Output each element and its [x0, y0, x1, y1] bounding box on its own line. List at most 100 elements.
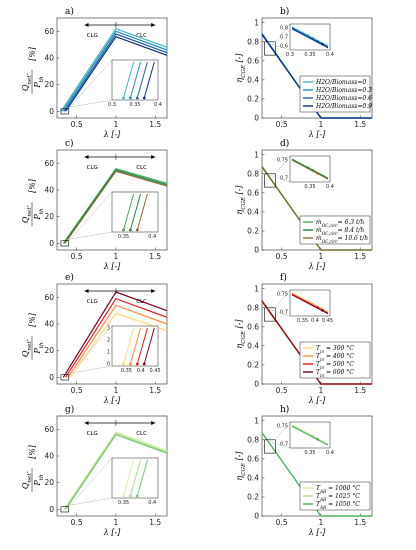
inset-series-line: [136, 61, 148, 99]
region-arrow-right-head: [151, 289, 156, 293]
y-tick-label: 1: [254, 284, 259, 293]
inset-x-tick-label: 0.35: [304, 52, 315, 58]
x-axis-label: λ [-]: [308, 130, 326, 139]
zoom-box: [60, 240, 70, 247]
y-tick-label: 40: [44, 186, 54, 195]
y-tick-label: 0.6: [247, 322, 259, 331]
y-axis-label-top: Qnet.: [21, 339, 33, 357]
y-tick-label: 60: [44, 293, 54, 302]
region-label-clg: CLG: [87, 165, 98, 171]
y-axis-label: ηCGE [-]: [235, 53, 247, 83]
inset-marker: [129, 96, 132, 100]
y-tick-label: 0.4: [247, 473, 259, 482]
inset-y-tick-label: 2: [107, 338, 110, 344]
x-tick-label: 1.5: [149, 386, 161, 395]
axes-frame: [56, 149, 168, 251]
x-tick-label: 1: [319, 252, 324, 261]
series-line: [62, 30, 168, 112]
panel-label: b): [280, 6, 289, 17]
y-tick-label: 20: [44, 80, 54, 89]
inset-marker: [316, 172, 319, 175]
y-tick-label: 0: [254, 114, 259, 123]
legend-entry: H2O/Biomass=0.6: [315, 95, 372, 102]
x-tick-label: 1.5: [149, 120, 161, 129]
y-axis-unit: [%]: [28, 46, 37, 61]
series-line: [261, 34, 372, 119]
x-tick-label: 0.5: [276, 386, 288, 395]
y-tick-label: 0.4: [247, 341, 259, 350]
x-axis-label: λ [-]: [103, 396, 121, 405]
region-label-clc: CLC: [136, 431, 147, 437]
axes-frame: [56, 17, 168, 119]
inset-marker: [135, 362, 139, 366]
x-tick-label: 1: [114, 518, 119, 527]
inset-y-tick-label: 0.8: [280, 26, 288, 32]
inset-y-tick-label: 0.75: [277, 158, 288, 164]
inset-y-tick-label: 0.7: [280, 176, 288, 182]
legend-entry: ṁOC,circ= 10.6 t/h: [316, 235, 368, 244]
region-arrow-left-head: [84, 23, 89, 27]
y-axis-unit: [%]: [28, 312, 37, 327]
legend-entry: H2O/Biomass=0: [315, 79, 366, 86]
x-tick-label: 0.5: [71, 386, 83, 395]
inset-series-line: [136, 193, 148, 231]
y-tick-label: 0.8: [247, 169, 259, 178]
panel-d: d)0.5 1 1.500.20.40.60.81λ [-]ηCGE [-] 0.35…: [235, 138, 373, 271]
inset-marker: [122, 494, 125, 498]
inset-marker: [321, 42, 324, 46]
x-tick-label: 1.5: [354, 518, 366, 527]
series-line: [261, 432, 372, 517]
inset-x-tick-label: 0.45: [322, 318, 333, 324]
y-axis-label-text: ηCGE [-]: [235, 53, 247, 83]
y-tick-label: 0: [49, 239, 54, 248]
y-axis-label: Qnet.Pth [%]: [21, 312, 45, 360]
inset-y-tick-label: 0.75: [277, 292, 288, 298]
zoom-box: [60, 506, 70, 513]
inset-y-tick-label: 1: [107, 350, 110, 356]
region-arrow-right-head: [151, 155, 156, 159]
y-tick-label: 0.8: [247, 37, 259, 46]
y-tick-label: 60: [44, 425, 54, 434]
x-tick-label: 1.5: [354, 120, 366, 129]
x-tick-label: 1: [114, 252, 119, 261]
inset-marker: [316, 438, 319, 441]
y-tick-label: 0: [254, 380, 259, 389]
inset-marker: [129, 362, 132, 366]
inset-series-line: [129, 459, 142, 497]
y-tick-label: 0.8: [247, 435, 259, 444]
x-tick-label: 0.5: [71, 120, 83, 129]
axes-frame: [261, 283, 373, 385]
x-tick-label: 0.5: [276, 518, 288, 527]
panel-f: f)0.5 1 1.500.20.40.60.81λ [-]ηCGE [-] 0.35…: [235, 272, 373, 405]
y-axis-label-bottom: Pth: [33, 76, 45, 89]
panel-label: d): [280, 138, 289, 149]
inset-marker: [135, 96, 139, 100]
x-tick-label: 1: [319, 386, 324, 395]
zoom-connector: [275, 421, 291, 440]
inset-x-tick-label: 0.4: [154, 102, 162, 108]
axes-frame: [261, 149, 373, 251]
x-axis-label: λ [-]: [308, 396, 326, 405]
y-tick-label: 20: [44, 346, 54, 355]
inset-y-tick-label: 0.7: [280, 442, 288, 448]
inset-y-tick-label: 0.6: [280, 44, 288, 50]
y-tick-label: 20: [44, 478, 54, 487]
y-axis-label: Qnet.Pth [%]: [21, 444, 45, 492]
y-tick-label: 1: [254, 18, 259, 27]
y-tick-label: 1: [254, 150, 259, 159]
series-line: [63, 431, 168, 510]
y-tick-label: 0.6: [247, 454, 259, 463]
y-axis-unit: [%]: [28, 444, 37, 459]
x-tick-label: 1.5: [149, 252, 161, 261]
zoom-box: [264, 41, 276, 56]
y-axis-label: ηCGE [-]: [235, 451, 247, 481]
inset-marker: [129, 494, 132, 498]
zoom-connector: [68, 191, 113, 241]
series-line: [62, 291, 168, 378]
x-axis-label: λ [-]: [103, 528, 121, 537]
inset-series-line: [129, 61, 142, 99]
y-axis-label-top: Qnet.: [21, 471, 33, 489]
panel-a: a) 0.5 1 1.5 0 20 40 60 λ [-] Qnet.Pth [%] CLG CLC 0.…: [21, 6, 168, 139]
series-line: [65, 297, 168, 378]
y-tick-label: 0: [49, 107, 54, 116]
